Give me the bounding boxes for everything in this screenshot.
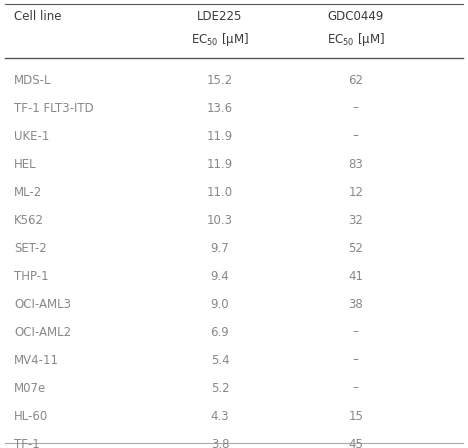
Text: 45: 45 [348,438,363,448]
Text: 15.2: 15.2 [207,73,233,86]
Text: ML-2: ML-2 [14,185,42,198]
Text: UKE-1: UKE-1 [14,129,50,142]
Text: –: – [353,326,358,339]
Text: 6.9: 6.9 [211,326,229,339]
Text: 32: 32 [348,214,363,227]
Text: 5.2: 5.2 [211,382,229,395]
Text: 83: 83 [348,158,363,171]
Text: MDS-L: MDS-L [14,73,51,86]
Text: 9.7: 9.7 [211,241,229,254]
Text: HEL: HEL [14,158,37,171]
Text: 11.9: 11.9 [207,129,233,142]
Text: 11.0: 11.0 [207,185,233,198]
Text: 12: 12 [348,185,363,198]
Text: TF-1 FLT3-ITD: TF-1 FLT3-ITD [14,102,94,115]
Text: 9.0: 9.0 [211,297,229,310]
Text: 52: 52 [348,241,363,254]
Text: 15: 15 [348,409,363,422]
Text: THP-1: THP-1 [14,270,49,283]
Text: 9.4: 9.4 [211,270,229,283]
Text: LDE225: LDE225 [197,9,242,22]
Text: 38: 38 [348,297,363,310]
Text: HL-60: HL-60 [14,409,48,422]
Text: OCI-AML2: OCI-AML2 [14,326,71,339]
Text: –: – [353,129,358,142]
Text: SET-2: SET-2 [14,241,47,254]
Text: MV4-11: MV4-11 [14,353,59,366]
Text: M07e: M07e [14,382,46,395]
Text: K562: K562 [14,214,44,227]
Text: 3.8: 3.8 [211,438,229,448]
Text: 11.9: 11.9 [207,158,233,171]
Text: –: – [353,353,358,366]
Text: 5.4: 5.4 [211,353,229,366]
Text: GDC0449: GDC0449 [328,9,384,22]
Text: –: – [353,102,358,115]
Text: 4.3: 4.3 [211,409,229,422]
Text: 10.3: 10.3 [207,214,233,227]
Text: EC$_{50}$ [μM]: EC$_{50}$ [μM] [191,31,249,48]
Text: Cell line: Cell line [14,9,61,22]
Text: EC$_{50}$ [μM]: EC$_{50}$ [μM] [327,31,385,48]
Text: TF-1: TF-1 [14,438,40,448]
Text: –: – [353,382,358,395]
Text: 62: 62 [348,73,363,86]
Text: 41: 41 [348,270,363,283]
Text: 13.6: 13.6 [207,102,233,115]
Text: OCI-AML3: OCI-AML3 [14,297,71,310]
